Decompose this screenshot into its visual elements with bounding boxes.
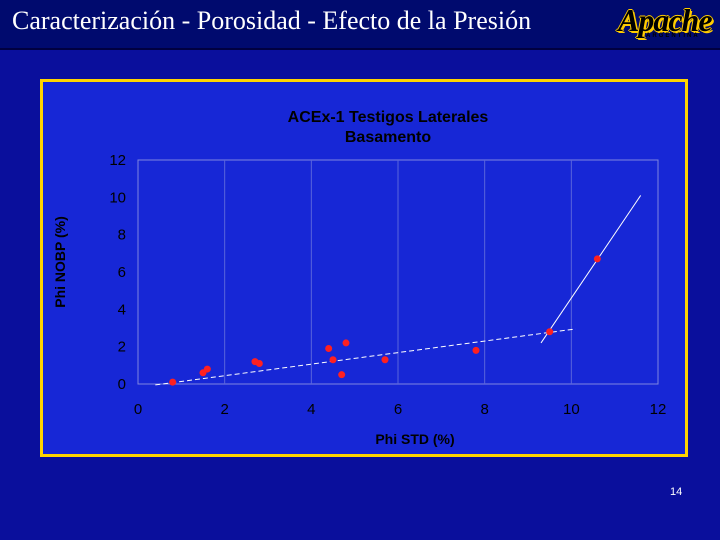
y-tick-label: 0 — [118, 376, 126, 393]
data-point — [203, 365, 211, 373]
x-tick-label: 8 — [480, 401, 488, 418]
data-point — [381, 356, 389, 364]
data-point — [472, 346, 480, 354]
y-tick-label: 6 — [118, 264, 126, 281]
slide-title: Caracterización - Porosidad - Efecto de … — [12, 6, 532, 35]
x-tick-label: 2 — [220, 401, 228, 418]
data-point — [338, 371, 346, 379]
apache-logo: Apache ARGENTINA — [612, 2, 716, 46]
trend-line-dashed — [155, 328, 576, 386]
y-tick-label: 2 — [118, 339, 126, 356]
logo-subtext: ARGENTINA — [646, 33, 700, 39]
chart-subtitle: Basamento — [345, 129, 431, 146]
scatter-chart: ACEx-1 Testigos Laterales Basamento Phi … — [52, 109, 666, 447]
y-tick-label: 12 — [109, 152, 126, 169]
y-tick-label: 4 — [118, 301, 126, 318]
x-tick-label: 10 — [563, 401, 580, 418]
x-tick-label: 0 — [134, 401, 142, 418]
data-point — [169, 378, 177, 386]
data-point — [325, 345, 333, 353]
data-point — [255, 359, 263, 367]
x-tick-label: 6 — [394, 401, 402, 418]
chart-frame: ACEx-1 Testigos Laterales Basamento Phi … — [40, 79, 688, 457]
x-axis-label: Phi STD (%) — [375, 431, 454, 447]
data-point — [593, 255, 601, 263]
page-number: 14 — [670, 486, 683, 498]
x-tick-label: 12 — [650, 401, 667, 418]
title-bar: Caracterización - Porosidad - Efecto de … — [0, 0, 720, 50]
x-tick-label: 4 — [307, 401, 315, 418]
chart-title: ACEx-1 Testigos Laterales — [288, 109, 489, 126]
data-point — [546, 328, 554, 336]
data-point — [342, 339, 350, 347]
y-tick-label: 8 — [118, 227, 126, 244]
y-tick-label: 10 — [109, 189, 126, 206]
y-axis-label: Phi NOBP (%) — [52, 216, 68, 308]
data-point — [329, 356, 337, 364]
plot-area: 0 2 4 6 8 10 12 0 2 4 6 8 10 12 — [109, 152, 666, 418]
trend-line-solid — [540, 195, 642, 344]
logo-wordmark: Apache — [618, 2, 713, 38]
